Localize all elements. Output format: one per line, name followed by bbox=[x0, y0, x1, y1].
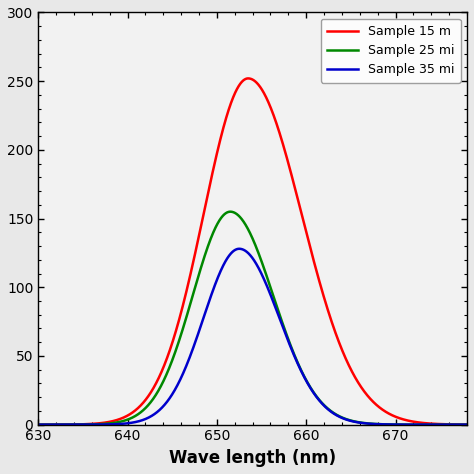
Sample 15 m bbox=[52, 422, 57, 428]
Sample 35 mi bbox=[196, 328, 202, 334]
Sample 15 m bbox=[459, 422, 465, 428]
Sample 35 mi bbox=[459, 422, 465, 428]
X-axis label: Wave length (nm): Wave length (nm) bbox=[169, 449, 336, 467]
Sample 25 mi bbox=[228, 209, 233, 215]
Sample 25 mi bbox=[52, 422, 57, 428]
Sample 35 mi bbox=[83, 422, 89, 428]
Sample 25 mi bbox=[459, 422, 465, 428]
Line: Sample 15 m: Sample 15 m bbox=[0, 78, 474, 425]
Line: Sample 35 mi: Sample 35 mi bbox=[0, 249, 474, 425]
Sample 15 m bbox=[83, 421, 89, 427]
Sample 15 m bbox=[196, 232, 202, 238]
Sample 25 mi bbox=[196, 271, 202, 277]
Sample 35 mi bbox=[219, 264, 225, 270]
Line: Sample 25 mi: Sample 25 mi bbox=[0, 212, 474, 425]
Sample 15 m bbox=[219, 129, 225, 135]
Sample 35 mi bbox=[52, 422, 57, 428]
Legend: Sample 15 m, Sample 25 mi, Sample 35 mi: Sample 15 m, Sample 25 mi, Sample 35 mi bbox=[320, 18, 461, 82]
Sample 25 mi bbox=[219, 214, 225, 219]
Sample 25 mi bbox=[83, 422, 89, 428]
Sample 15 m bbox=[246, 75, 251, 81]
Sample 35 mi bbox=[237, 246, 242, 252]
